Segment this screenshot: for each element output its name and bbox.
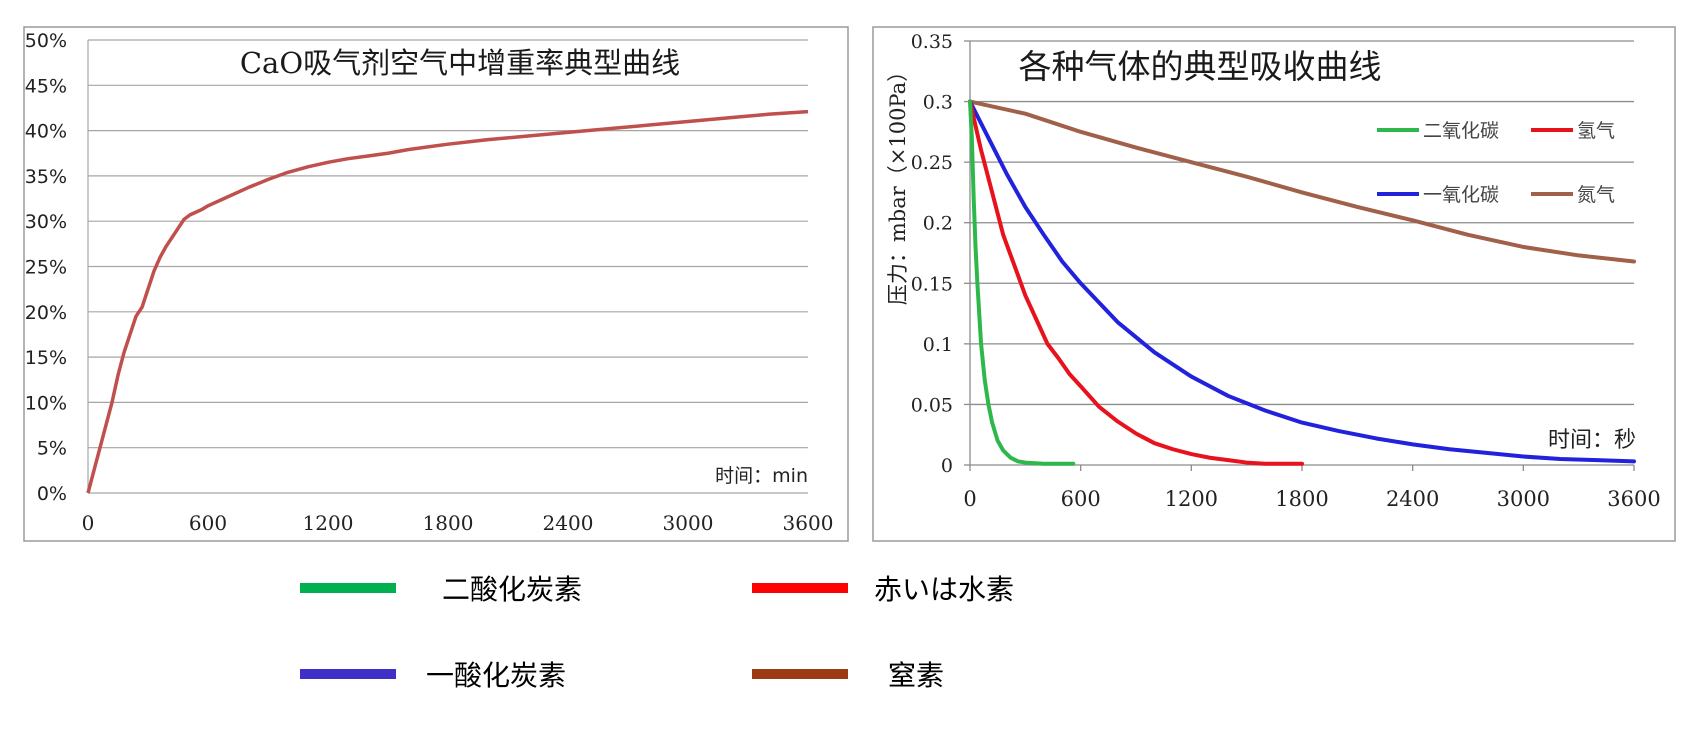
bottom-legend-item-co: 一酸化炭素 xyxy=(300,654,566,694)
right-x-tick-label: 3600 xyxy=(1607,487,1660,511)
left-series-line xyxy=(86,109,809,494)
left-x-tick-label: 1200 xyxy=(303,511,354,535)
left-x-tick-label: 1800 xyxy=(423,511,474,535)
right-chart: 0 0.05 0.1 0.15 0.2 0.25 0.3 0.35 0 600 1200 1800 2… xyxy=(872,26,1676,542)
bottom-legend-label-co2: 二酸化炭素 xyxy=(442,573,583,606)
left-x-tick-labels: 0 600 1200 1800 2400 3000 3600 xyxy=(82,511,834,535)
bottom-legend-swatch-co xyxy=(300,669,396,679)
left-y-tick-label: 25% xyxy=(25,257,67,279)
left-x-tick-label: 3600 xyxy=(783,511,834,535)
right-y-tick-labels: 0 0.05 0.1 0.15 0.2 0.25 0.3 0.35 xyxy=(911,31,953,477)
right-y-tick-label: 0 xyxy=(941,455,953,477)
bottom-legend-item-nitrogen: 窒素 xyxy=(752,654,944,694)
left-x-tick-label: 3000 xyxy=(663,511,714,535)
right-legend-label: 二氧化碳 xyxy=(1423,120,1499,142)
right-chart-title: 各种气体的典型吸收曲线 xyxy=(1019,47,1382,86)
right-x-axis-label: 时间：秒 xyxy=(1548,428,1636,453)
right-y-tick-label: 0.35 xyxy=(911,31,953,53)
bottom-legend-label-hydrogen: 赤いは水素 xyxy=(874,573,1015,606)
left-y-tick-label: 45% xyxy=(25,75,67,97)
right-x-tick-label: 1800 xyxy=(1275,487,1328,511)
bottom-legend-label-nitrogen: 窒素 xyxy=(888,659,945,692)
right-series-line xyxy=(968,99,1636,464)
left-x-tick-label: 0 xyxy=(82,511,95,535)
left-x-tick-label: 2400 xyxy=(543,511,594,535)
right-series-line xyxy=(968,99,1304,466)
right-legend-label: 一氧化碳 xyxy=(1423,184,1499,206)
right-series-line xyxy=(968,99,1076,466)
bottom-legend-item-hydrogen: 赤いは水素 xyxy=(752,568,1014,608)
left-y-tick-label: 10% xyxy=(25,392,67,414)
left-chart-border xyxy=(23,26,849,542)
right-x-tick-label: 1200 xyxy=(1165,487,1218,511)
left-chart-title: CaO吸气剂空气中增重率典型曲线 xyxy=(240,46,680,80)
left-gridlines xyxy=(87,39,808,494)
bottom-legend-swatch-hydrogen xyxy=(752,583,848,593)
right-legend-label: 氢气 xyxy=(1577,120,1615,142)
left-x-tick-label: 600 xyxy=(189,511,227,535)
right-series-lines xyxy=(968,99,1636,466)
left-x-axis-label: 时间：min xyxy=(715,465,808,487)
left-y-tick-label: 20% xyxy=(25,302,67,324)
left-chart: 0% 5% 10% 15% 20% 25% 30% 35% 40% 45% 50% 0 600 1200… xyxy=(23,26,849,542)
bottom-legend-item-co2: 二酸化炭素 xyxy=(300,568,582,608)
right-x-tick-label: 3000 xyxy=(1497,487,1550,511)
right-y-axis-label: 压力：mbar（×100Pa） xyxy=(886,61,910,305)
left-y-tick-label: 30% xyxy=(25,211,67,233)
right-x-tick-label: 2400 xyxy=(1386,487,1439,511)
right-x-tick-label: 0 xyxy=(963,487,976,511)
right-x-tick-label: 600 xyxy=(1061,487,1101,511)
right-y-tick-label: 0.2 xyxy=(923,213,953,235)
right-y-tick-label: 0.1 xyxy=(923,334,953,356)
left-y-tick-label: 5% xyxy=(37,438,67,460)
left-y-tick-label: 0% xyxy=(37,483,67,505)
left-series-lines xyxy=(86,109,809,494)
left-y-tick-label: 35% xyxy=(25,166,67,188)
right-y-tick-label: 0.05 xyxy=(911,394,953,416)
right-x-tick-labels: 0 600 1200 1800 2400 3000 3600 xyxy=(963,487,1660,511)
left-y-tick-labels: 0% 5% 10% 15% 20% 25% 30% 35% 40% 45% 50% xyxy=(25,30,67,505)
right-y-tick-label: 0.3 xyxy=(923,92,953,114)
right-y-tick-label: 0.15 xyxy=(911,273,953,295)
right-y-tick-label: 0.25 xyxy=(911,152,953,174)
left-y-tick-label: 40% xyxy=(25,121,67,143)
left-y-tick-label: 15% xyxy=(25,347,67,369)
bottom-legend-label-co: 一酸化炭素 xyxy=(426,659,567,692)
left-y-tick-label: 50% xyxy=(25,30,67,52)
bottom-legend-swatch-nitrogen xyxy=(752,669,848,679)
bottom-legend-swatch-co2 xyxy=(300,583,396,593)
right-series-line xyxy=(968,99,1636,264)
bottom-legend: 二酸化炭素 赤いは水素 一酸化炭素 窒素 xyxy=(0,560,1696,740)
right-legend-label: 氮气 xyxy=(1577,184,1615,206)
